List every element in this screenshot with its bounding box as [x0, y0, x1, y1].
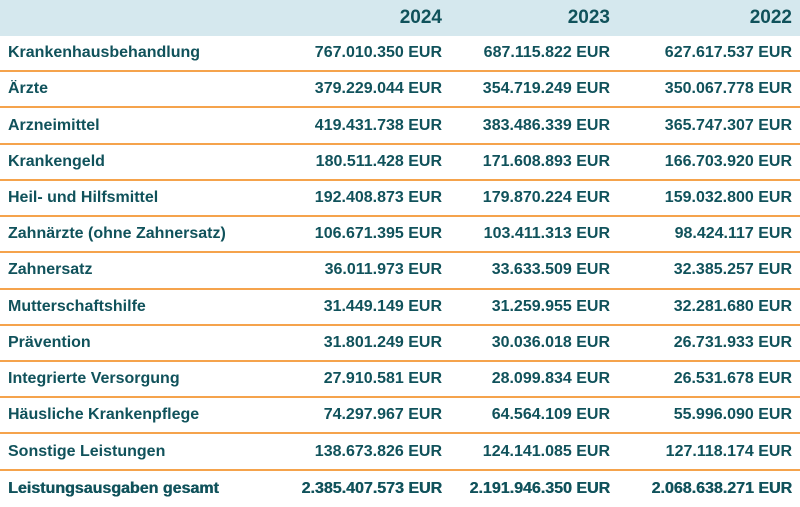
row-value-2024: 379.229.044 EUR	[314, 80, 442, 98]
row-value-2024: 419.431.738 EUR	[314, 116, 442, 134]
column-header-2022: 2022	[749, 7, 792, 28]
table-total-row: Leistungsausgaben gesamt 2.385.407.573 EU…	[0, 471, 800, 507]
table-row: Heil- und Hilfsmittel 192.408.873 EUR 179.…	[0, 181, 800, 218]
row-label: Häusliche Krankenpflege	[8, 406, 200, 424]
row-value-2024: 31.449.149 EUR	[323, 297, 442, 315]
row-value-2023: 2.191.946.350 EUR	[469, 479, 610, 497]
table-row: Prävention 31.801.249 EUR 30.036.018 EUR 26…	[0, 326, 800, 362]
row-value-2022: 32.385.257 EUR	[673, 261, 792, 279]
row-value-2023: 30.036.018 EUR	[491, 333, 610, 351]
row-value-2024: 36.011.973 EUR	[324, 261, 442, 279]
row-label: Mutterschaftshilfe	[8, 297, 146, 315]
row-label: Krankenhausbehandlung	[8, 44, 201, 62]
table-row: Krankenhausbehandlung 767.010.350 EUR 687.…	[0, 36, 800, 73]
row-value-2023: 354.719.249 EUR	[482, 80, 610, 98]
row-value-2023: 687.115.822 EUR	[483, 44, 610, 62]
row-label: Heil- und Hilfsmittel	[8, 188, 159, 206]
column-header-2023: 2023	[567, 7, 610, 28]
row-label: Zahnärzte (ohne Zahnersatz)	[8, 225, 226, 243]
row-value-2024: 138.673.826 EUR	[314, 442, 442, 460]
row-value-2024: 106.671.395 EUR	[314, 225, 442, 243]
row-label: Krankengeld	[8, 152, 105, 170]
row-value-2022: 55.996.090 EUR	[673, 406, 792, 424]
table-row: Integrierte Versorgung 27.910.581 EUR 28.0…	[0, 362, 800, 399]
row-value-2023: 383.486.339 EUR	[482, 116, 610, 134]
row-value-2022: 26.531.678 EUR	[673, 370, 792, 388]
row-value-2023: 33.633.509 EUR	[491, 261, 610, 279]
table-row: Arzneimittel 419.431.738 EUR 383.486.339 E…	[0, 108, 800, 145]
row-value-2022: 2.068.638.271 EUR	[651, 479, 792, 497]
row-value-2023: 103.411.313 EUR	[483, 225, 610, 243]
row-value-2023: 171.608.893 EUR	[482, 152, 610, 170]
row-value-2022: 350.067.778 EUR	[664, 80, 792, 98]
row-value-2022: 32.281.680 EUR	[673, 297, 792, 315]
row-value-2024: 192.408.873 EUR	[314, 188, 442, 206]
row-value-2022: 26.731.933 EUR	[673, 333, 792, 351]
row-label: Ärzte	[8, 80, 49, 98]
row-label: Arzneimittel	[8, 116, 100, 134]
row-value-2024: 180.511.428 EUR	[315, 152, 442, 170]
row-value-2022: 166.703.920 EUR	[664, 152, 792, 170]
column-header-2024: 2024	[399, 7, 442, 28]
table-row: Krankengeld 180.511.428 EUR 171.608.893 EU…	[0, 145, 800, 181]
row-value-2022: 98.424.117 EUR	[674, 225, 792, 243]
table-row: Ärzte 379.229.044 EUR 354.719.249 EUR 350.0…	[0, 72, 800, 109]
row-value-2022: 127.118.174 EUR	[665, 442, 792, 460]
row-value-2024: 767.010.350 EUR	[314, 44, 442, 62]
row-value-2024: 74.297.967 EUR	[323, 406, 442, 424]
row-value-2023: 124.141.085 EUR	[482, 442, 610, 460]
table-row: Zahnärzte (ohne Zahnersatz) 106.671.395 E…	[0, 217, 800, 254]
table-row: Mutterschaftshilfe 31.449.149 EUR 31.259.9…	[0, 290, 800, 326]
table-row: Häusliche Krankenpflege 74.297.967 EUR 64.…	[0, 398, 800, 435]
row-value-2022: 627.617.537 EUR	[664, 44, 792, 62]
row-value-2023: 64.564.109 EUR	[491, 406, 610, 424]
row-value-2024: 2.385.407.573 EUR	[301, 479, 442, 497]
row-value-2023: 179.870.224 EUR	[482, 188, 610, 206]
row-label: Integrierte Versorgung	[8, 370, 180, 388]
table-row: Sonstige Leistungen 138.673.826 EUR 124.14…	[0, 434, 800, 471]
table-row: Zahnersatz 36.011.973 EUR 33.633.509 EUR 32…	[0, 253, 800, 290]
row-value-2022: 159.032.800 EUR	[664, 188, 792, 206]
table-header-row: 2024 2023 2022	[0, 0, 800, 36]
row-value-2023: 28.099.834 EUR	[491, 370, 610, 388]
row-value-2024: 27.910.581 EUR	[323, 370, 442, 388]
row-value-2022: 365.747.307 EUR	[664, 116, 792, 134]
table-body: Krankenhausbehandlung 767.010.350 EUR 687.…	[0, 36, 800, 507]
row-label: Leistungsausgaben gesamt	[8, 479, 219, 497]
row-value-2024: 31.801.249 EUR	[323, 333, 442, 351]
row-label: Zahnersatz	[8, 261, 93, 279]
row-label: Prävention	[8, 333, 91, 351]
row-label: Sonstige Leistungen	[8, 442, 166, 460]
row-value-2023: 31.259.955 EUR	[491, 297, 610, 315]
